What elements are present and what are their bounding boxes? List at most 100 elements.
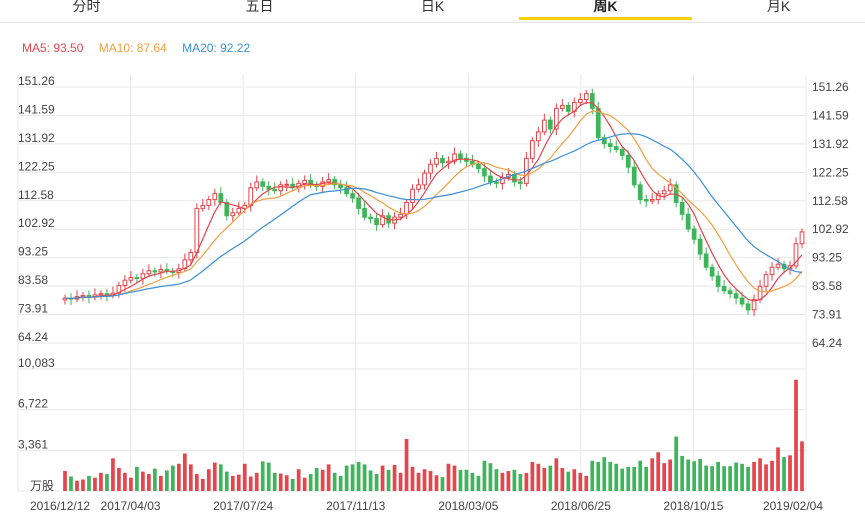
volume-bar-down [686,459,691,491]
candle-up [194,207,200,254]
candle-up [452,153,457,162]
volume-bar-down [87,475,91,491]
price-tick-left: 131.92 [18,131,55,145]
volume-bar-up [117,468,121,491]
candle-down [458,153,463,159]
candle-up [398,213,403,218]
candle-up [793,243,799,267]
candle-down [134,277,140,280]
volume-bar-up [428,471,433,491]
ma5-legend-label: MA5: 93.50 [22,41,84,55]
candle-down [482,168,487,177]
price-tick-right: 102.92 [812,222,849,236]
price-tick-right: 141.59 [812,108,849,122]
volume-bar-down [69,476,73,491]
candle-down [637,184,643,201]
volume-bar-down [476,475,481,491]
candle-up [230,212,236,217]
volume-bar-down [626,466,631,491]
volume-bar-down [224,471,229,491]
date-tick-label: 2018/10/15 [663,499,723,513]
volume-bar-down [308,474,313,491]
candle-up [254,181,260,189]
volume-bar-down [590,460,595,491]
ma10-legend-label: MA10: 87.64 [98,41,167,55]
volume-bar-up [111,458,115,491]
tab-monthly-k[interactable]: 月K [766,0,791,14]
candle-down [272,188,278,192]
date-tick-label: 2019/02/04 [763,499,823,513]
volume-bar-up [159,475,163,491]
candle-up [751,299,757,311]
volume-bar-down [135,466,139,491]
volume-bar-down [386,469,391,491]
volume-bar-up [254,472,259,491]
price-tick-left: 73.91 [18,302,48,316]
volume-bar-down [260,461,265,491]
candle-up [236,207,242,214]
tab-daily-k[interactable]: 日K [420,0,445,14]
candle-down [494,181,499,184]
tab-five-day[interactable]: 五日 [245,0,274,14]
tab-intraday[interactable]: 分时 [72,0,101,14]
volume-bar-up [63,471,67,491]
price-tick-left: 83.58 [18,273,48,287]
volume-bar-down [440,477,445,491]
volume-bar-up [560,468,565,491]
volume-bar-down [356,461,361,491]
volume-bar-up [788,455,792,491]
candle-up [434,157,439,165]
volume-bar-up [93,477,97,491]
candle-up [769,266,775,276]
volume-bar-down [620,468,625,491]
candle-up [799,231,805,245]
candlesticks [62,88,805,317]
date-tick-label: 2017/04/03 [101,499,161,513]
volume-bar-up [500,472,505,491]
volume-bar-down [374,474,379,491]
candle-down [332,179,337,186]
price-tick-left: 112.58 [18,188,54,202]
candle-down [356,197,361,209]
ma20-line [64,133,803,300]
volume-bar-down [716,461,720,491]
volume-bar-up [75,480,79,491]
price-tick-left: 141.59 [18,102,55,116]
candle-up [410,188,415,203]
candle-up [206,199,212,206]
volume-bar-up [656,452,661,491]
period-tab-bar: 分时 五日 日K 周K 月K [0,0,865,23]
volume-bar-down [638,460,643,491]
candle-down [260,181,266,187]
volume-bar-down [272,472,277,491]
candle-down [547,119,553,130]
moving-average-lines [64,101,803,302]
candle-down [685,213,691,230]
volume-bar-down [368,470,373,491]
candle-up [530,140,535,159]
volume-bar-up [206,469,211,491]
candle-down [715,275,721,287]
ma5-line [64,101,803,302]
price-tick-left: 64.24 [18,330,48,344]
volume-bar-up [434,475,439,491]
chart-gridlines [17,75,807,492]
candle-down [224,201,230,217]
candle-down [613,146,619,151]
volume-bar-up [212,462,217,491]
volume-bar-down [614,463,619,491]
volume-bar-down [518,474,523,491]
volume-bar-down [632,466,637,491]
date-tick-label: 2018/06/25 [551,499,611,513]
ma20-legend-label: MA20: 92.22 [182,41,251,55]
price-tick-left: 102.92 [18,216,55,230]
volume-bar-up [182,453,187,491]
candle-up [775,263,781,268]
volume-bar-down [674,436,679,491]
date-tick-label: 2017/11/13 [326,499,385,513]
tab-weekly-k[interactable]: 周K [593,0,618,14]
volume-bar-down [740,463,744,491]
candle-up [404,201,409,215]
candle-up [128,277,134,281]
